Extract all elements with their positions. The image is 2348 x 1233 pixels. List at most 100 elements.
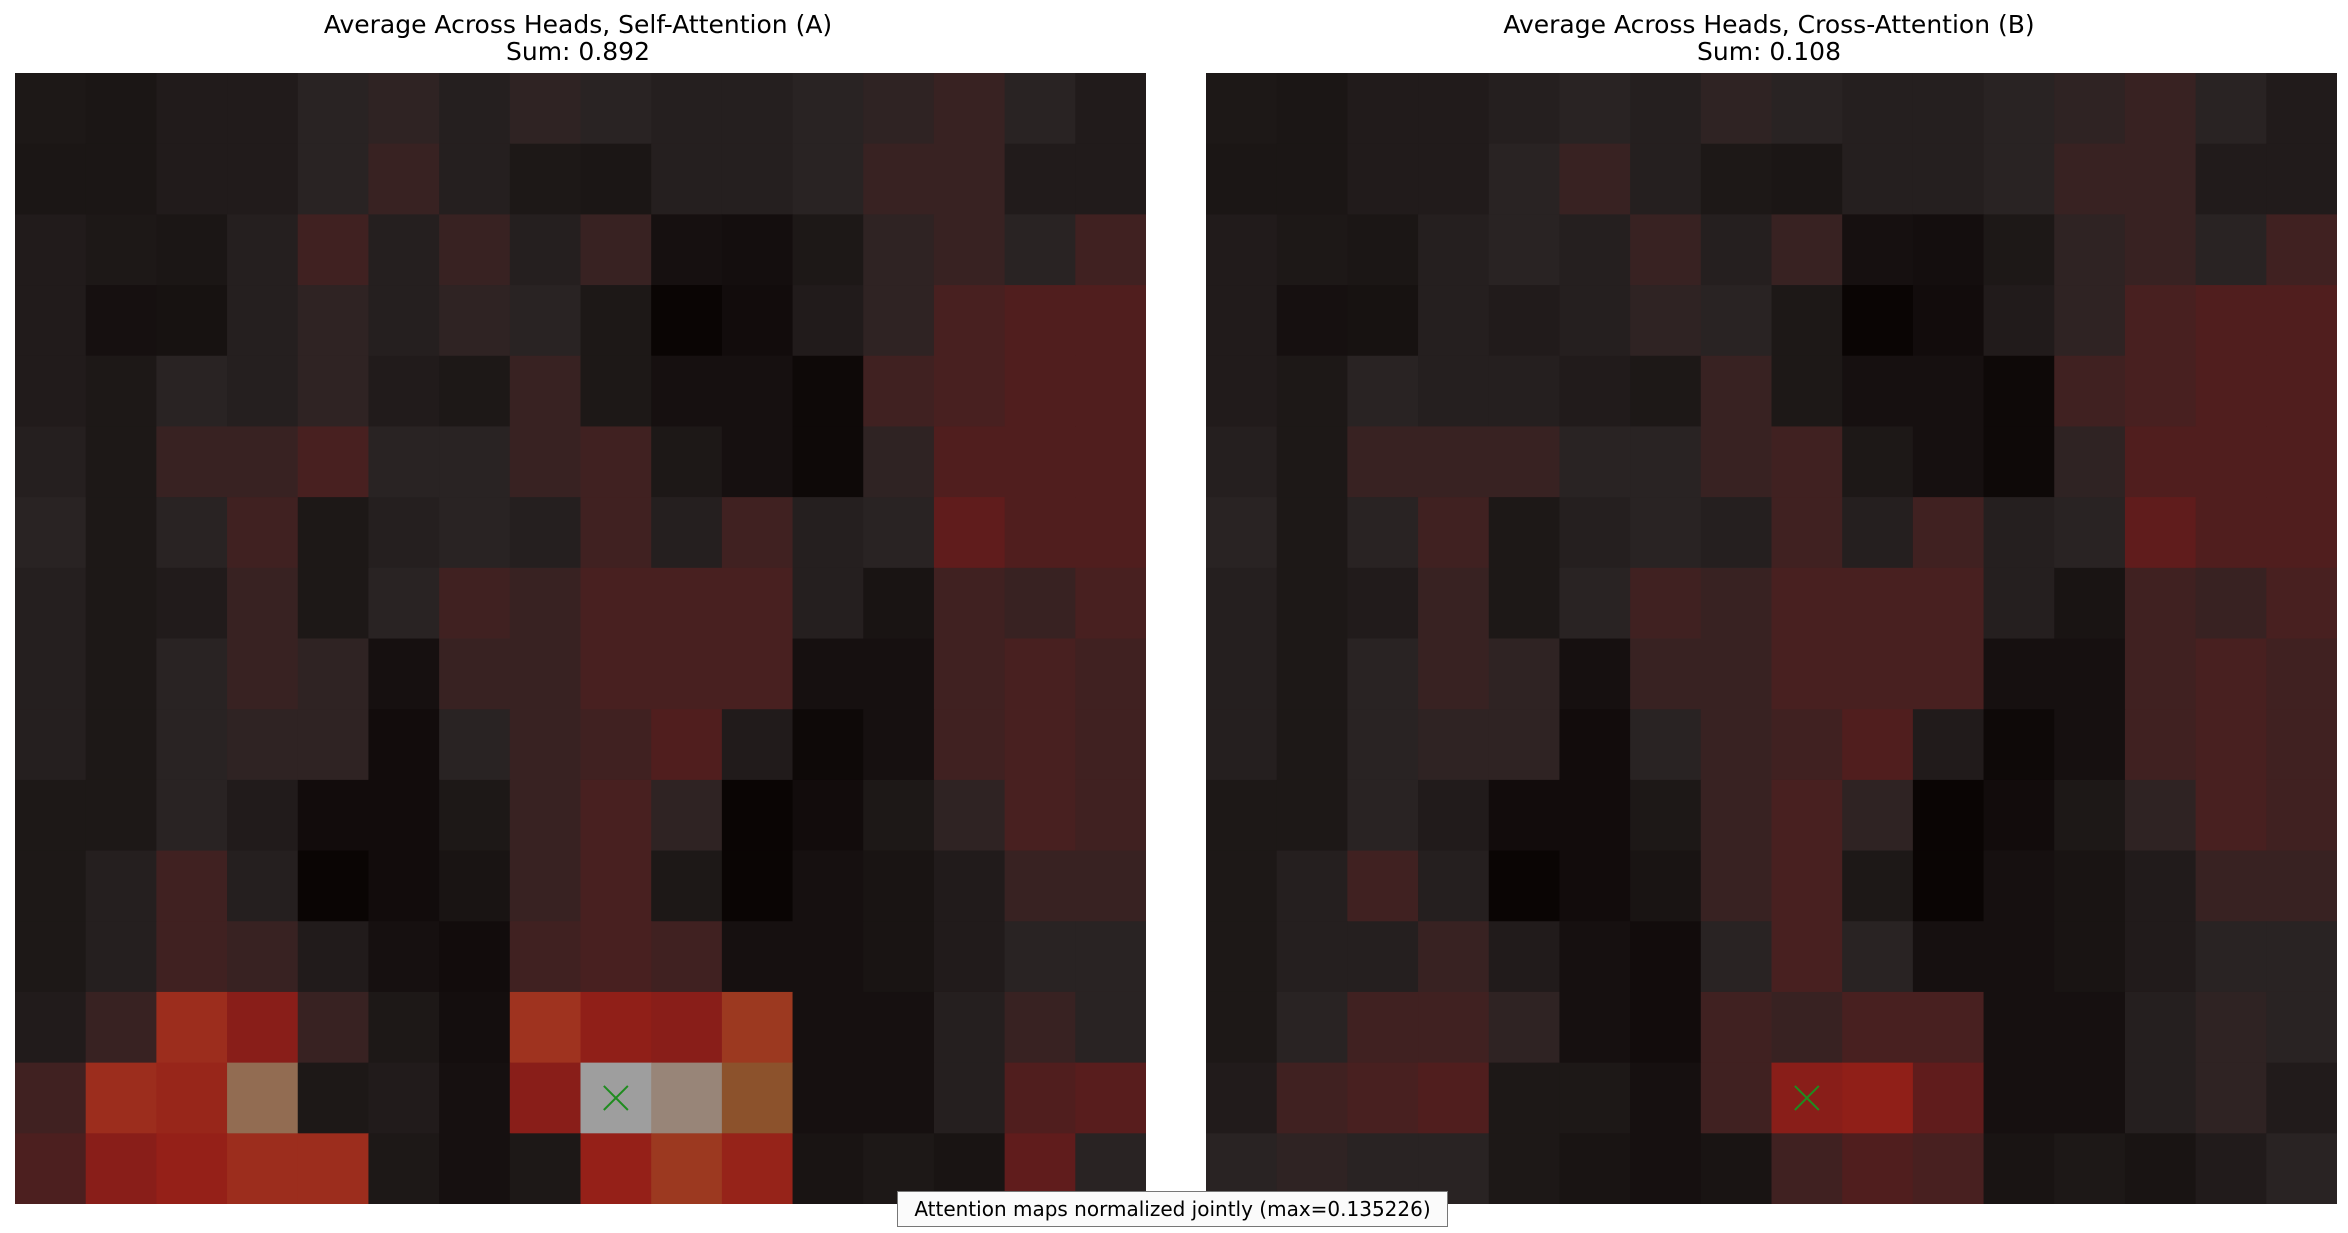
heatmap-cell xyxy=(297,73,370,145)
heatmap-cell xyxy=(2195,285,2267,357)
heatmap-cell xyxy=(1700,497,1773,569)
heatmap-cell xyxy=(933,567,1006,640)
heatmap-cell xyxy=(509,426,582,498)
heatmap-cell xyxy=(156,779,228,852)
heatmap-cell xyxy=(297,497,370,569)
heatmap-cell xyxy=(156,1062,228,1134)
heatmap-cell xyxy=(509,355,582,428)
heatmap-cell xyxy=(1276,638,1348,710)
heatmap-cell xyxy=(439,921,511,993)
heatmap-cell xyxy=(792,850,864,922)
heatmap-cell xyxy=(1912,779,1985,852)
heatmap-cell xyxy=(1700,850,1773,922)
heatmap-cell xyxy=(933,285,1006,357)
heatmap-cell xyxy=(1347,850,1419,922)
heatmap-cell xyxy=(1418,426,1490,498)
heatmap-cell xyxy=(1206,567,1278,640)
heatmap-cell xyxy=(1842,991,1914,1064)
heatmap-cell xyxy=(1559,355,1631,428)
heatmap-cell xyxy=(721,779,794,852)
heatmap-cell xyxy=(297,426,370,498)
heatmap-cell xyxy=(509,73,582,145)
heatmap-cell xyxy=(2124,567,2197,640)
heatmap-cell xyxy=(1347,709,1419,781)
heatmap-cell xyxy=(2266,285,2337,357)
heatmap-cell xyxy=(1347,638,1419,710)
heatmap-cell xyxy=(368,921,440,993)
heatmap-cell xyxy=(1983,1133,2055,1204)
heatmap-cell xyxy=(2266,143,2337,215)
heatmap-cell xyxy=(2054,285,2126,357)
heatmap-cell xyxy=(1004,355,1076,428)
heatmap-cell xyxy=(85,143,157,215)
heatmap-cell xyxy=(863,850,935,922)
heatmap-cell xyxy=(1559,1133,1631,1204)
normalization-note: Attention maps normalized jointly (max=0… xyxy=(897,1191,1448,1227)
heatmap-cell xyxy=(1771,73,1843,145)
heatmap-cell xyxy=(1206,1062,1278,1134)
heatmap-cell xyxy=(2054,779,2126,852)
heatmap-cell xyxy=(1206,497,1278,569)
heatmap-cell xyxy=(1206,214,1278,286)
heatmap-cell xyxy=(721,638,794,710)
heatmap-cell xyxy=(2124,426,2197,498)
heatmap-cell xyxy=(1004,567,1076,640)
heatmap-grid-cross-attention xyxy=(1206,73,2337,1204)
heatmap-cell xyxy=(2266,709,2337,781)
heatmap-cell xyxy=(2195,638,2267,710)
heatmap-cell xyxy=(2054,709,2126,781)
heatmap-cell xyxy=(156,638,228,710)
heatmap-cell xyxy=(1347,921,1419,993)
heatmap-cell xyxy=(1559,143,1631,215)
heatmap-cell xyxy=(1771,497,1843,569)
heatmap-cell xyxy=(368,709,440,781)
heatmap-cell xyxy=(2266,497,2337,569)
query-position-marker xyxy=(1794,1085,1820,1111)
heatmap-cell xyxy=(1700,143,1773,215)
heatmap-cell xyxy=(792,709,864,781)
heatmap-cell xyxy=(1075,779,1146,852)
heatmap-cell xyxy=(509,991,582,1064)
heatmap-cell xyxy=(439,638,511,710)
heatmap-cell xyxy=(651,497,723,569)
heatmap-cell xyxy=(2054,497,2126,569)
heatmap-cell xyxy=(85,921,157,993)
heatmap-cell xyxy=(721,567,794,640)
heatmap-cell xyxy=(792,567,864,640)
heatmap-cell xyxy=(1912,426,1985,498)
heatmap-cell xyxy=(580,850,652,922)
heatmap-cell xyxy=(297,850,370,922)
heatmap-cell xyxy=(2124,497,2197,569)
heatmap-cell xyxy=(15,638,87,710)
heatmap-cell xyxy=(1276,214,1348,286)
heatmap-grid-self-attention xyxy=(15,73,1146,1204)
heatmap-cell xyxy=(156,355,228,428)
heatmap-cell xyxy=(580,1133,652,1204)
heatmap-cell xyxy=(1630,214,1702,286)
heatmap-cell xyxy=(721,497,794,569)
heatmap-cell xyxy=(792,991,864,1064)
heatmap-cell xyxy=(439,214,511,286)
heatmap-cell xyxy=(156,567,228,640)
heatmap-cell xyxy=(1983,143,2055,215)
heatmap-cell xyxy=(439,143,511,215)
heatmap-cell xyxy=(509,1062,582,1134)
heatmap-cell xyxy=(439,1133,511,1204)
heatmap-cell xyxy=(1771,921,1843,993)
heatmap-cell xyxy=(721,850,794,922)
heatmap-cell xyxy=(509,567,582,640)
heatmap-cell xyxy=(15,214,87,286)
heatmap-cell xyxy=(1347,143,1419,215)
heatmap-cell xyxy=(1206,850,1278,922)
heatmap-cell xyxy=(1983,73,2055,145)
heatmap-cell xyxy=(1418,638,1490,710)
heatmap-cell xyxy=(2124,1062,2197,1134)
heatmap-cell xyxy=(1418,214,1490,286)
heatmap-cell xyxy=(1771,285,1843,357)
heatmap-cell xyxy=(439,355,511,428)
heatmap-cell xyxy=(368,779,440,852)
heatmap-cell xyxy=(1630,921,1702,993)
heatmap-cell xyxy=(2124,779,2197,852)
heatmap-cell xyxy=(1912,285,1985,357)
heatmap-cell xyxy=(2195,355,2267,428)
